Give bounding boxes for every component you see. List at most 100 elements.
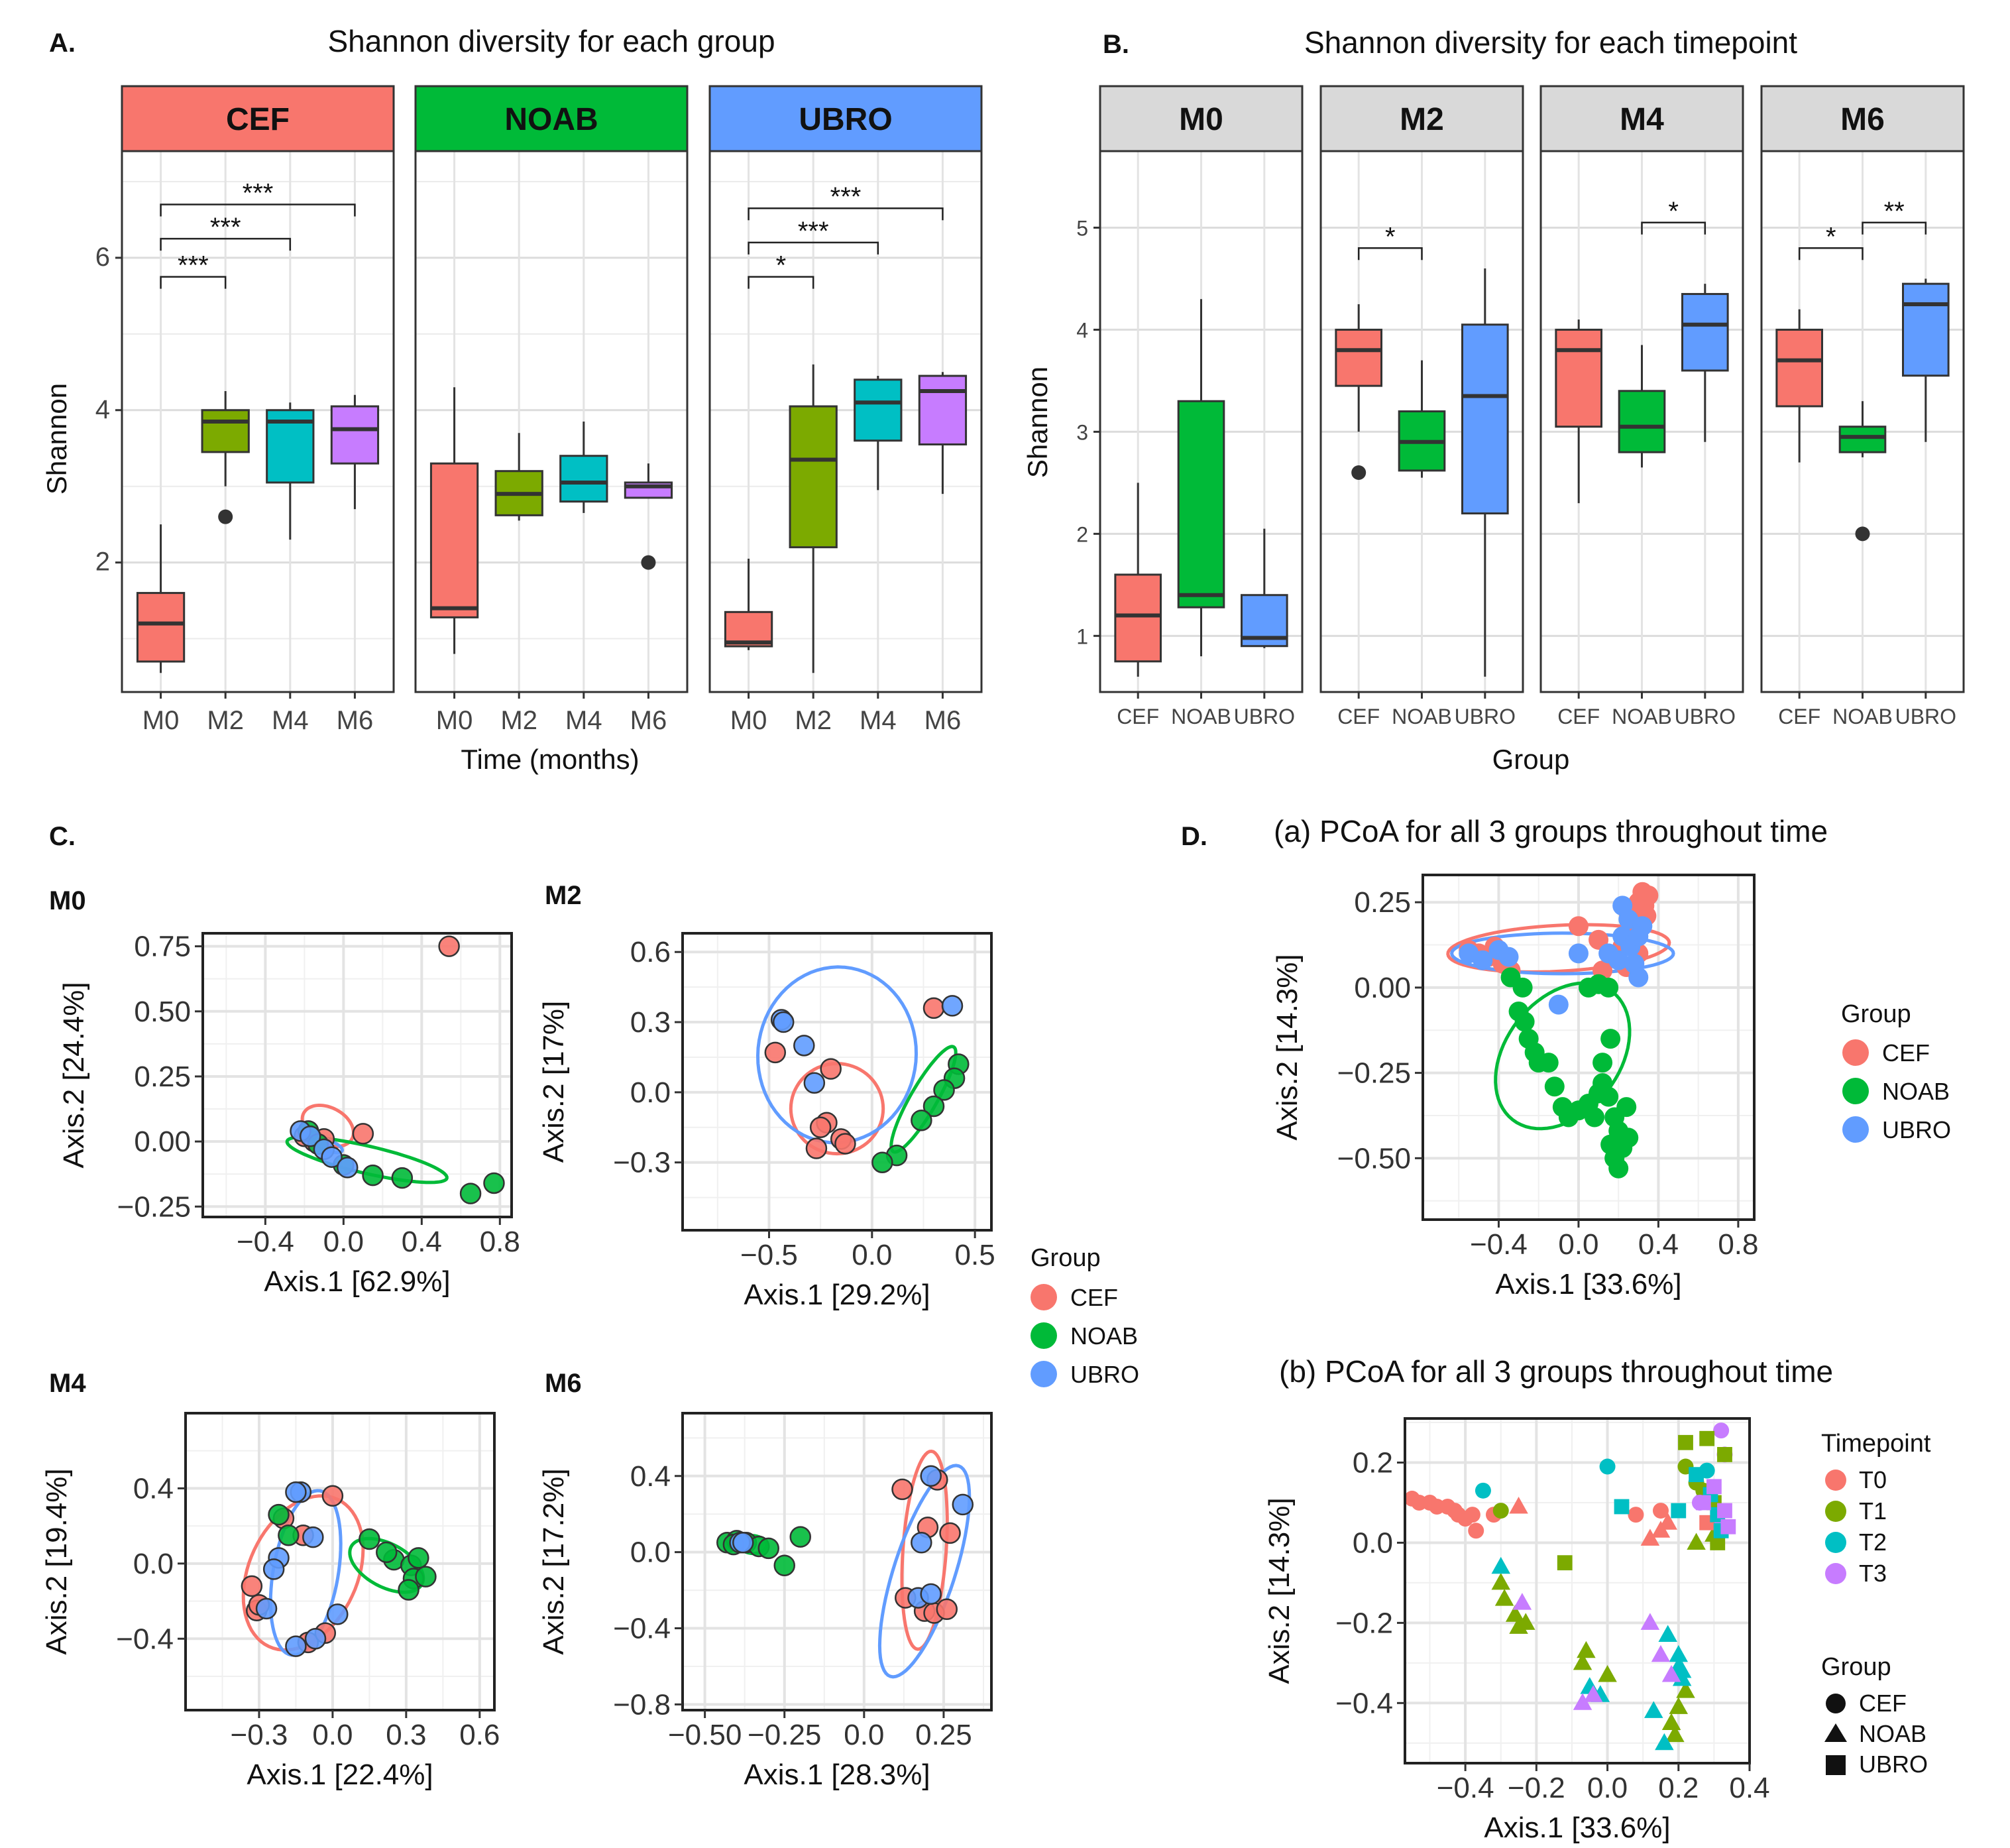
- point-noab: [1592, 1053, 1613, 1073]
- point-t1-noab: [1687, 1532, 1706, 1550]
- point-ubro: [1612, 895, 1633, 916]
- point-t3-ubro: [1706, 1479, 1722, 1495]
- panel-border: [1422, 874, 1756, 1221]
- point-t1-ubro: [1678, 1434, 1693, 1450]
- facet-B-M6: M6***CEF NOAB UBRO: [1760, 85, 1965, 728]
- box-body: [136, 592, 186, 663]
- strip-label-M2: M2: [1400, 102, 1444, 137]
- point-cef: [241, 1575, 263, 1597]
- box-UBRO-M2: [789, 364, 838, 673]
- panel-b-letter: B.: [1103, 30, 1129, 59]
- panel-border: [121, 150, 395, 693]
- legend-c-label-noab: NOAB: [1070, 1322, 1138, 1350]
- plot-content: [716, 1449, 974, 1679]
- panel-a-title: Shannon diversity for each group: [327, 24, 775, 58]
- point-t0-cef: [1628, 1507, 1644, 1523]
- box-CEF-M6: [330, 394, 380, 510]
- legend-c-key-cef: [1031, 1284, 1057, 1310]
- point-ubro: [285, 1481, 307, 1503]
- strip-label-M0: M0: [1179, 102, 1223, 137]
- y-tick-label: 0.50: [134, 996, 191, 1028]
- x-tick-label: M0: [436, 706, 473, 735]
- point-t3-ubro: [1720, 1519, 1736, 1534]
- box-NOAB-M6: [624, 463, 673, 570]
- y-tick-label: 0.3: [630, 1006, 671, 1039]
- point-noab: [1544, 1076, 1565, 1097]
- point-ubro: [1608, 950, 1629, 970]
- x-tick-label: M2: [795, 706, 832, 735]
- point-noab: [459, 1183, 482, 1204]
- y-tick-label: −0.25: [117, 1190, 191, 1223]
- box-M6-NOAB: [1838, 401, 1887, 542]
- point-ubro: [255, 1597, 278, 1620]
- facet-A-NOAB: NOAB M0 M2 M4 M6: [414, 85, 689, 735]
- y-tick-label: 0.0: [630, 1536, 671, 1569]
- legend-c: Group CEF NOAB UBRO: [1031, 1244, 1139, 1388]
- panel-border: [681, 1412, 993, 1711]
- point-noab: [757, 1537, 779, 1560]
- box-body: [918, 375, 968, 445]
- point-ubro: [285, 1635, 307, 1657]
- x-tick-label: M6: [630, 706, 667, 735]
- point-noab: [922, 1095, 945, 1118]
- x-axis-title: Axis.1 [33.6%]: [1495, 1268, 1681, 1300]
- x-tick-label: NOAB: [1832, 705, 1893, 728]
- y-tick-label: 0.0: [630, 1076, 671, 1109]
- legend-d-b-label-t1: T1: [1859, 1497, 1887, 1525]
- scatter-C-M4: −0.3 0.0 0.3 0.6 −0.4 0.0 0.4 Axis.1 [22.4%] Axi…: [40, 1369, 500, 1791]
- x-tick-label: 0.0: [1558, 1228, 1598, 1261]
- y-tick-label: 4: [1076, 318, 1088, 342]
- x-tick-label: M0: [142, 706, 180, 735]
- point-ubro: [920, 1583, 942, 1605]
- panel-border: [708, 150, 983, 693]
- x-tick-label: 0.25: [915, 1719, 972, 1751]
- y-tick-label: 0.75: [134, 931, 191, 963]
- legend-d-b-label-t3: T3: [1859, 1560, 1887, 1587]
- point-noab: [268, 1503, 290, 1526]
- box-M6-UBRO: [1902, 278, 1950, 442]
- point-ubro: [1473, 950, 1493, 970]
- x-tick-label: NOAB: [1612, 705, 1672, 728]
- point-cef: [1638, 885, 1659, 905]
- x-tick-label: M4: [565, 706, 602, 735]
- point-t3-noab: [1661, 1664, 1681, 1682]
- point-noab: [376, 1541, 398, 1564]
- point-ubro: [302, 1526, 324, 1548]
- point-cef: [922, 997, 945, 1019]
- y-tick-label: 0.25: [1354, 886, 1411, 919]
- point-noab: [1618, 1127, 1639, 1148]
- x-tick-label: CEF: [1117, 705, 1159, 728]
- point-noab: [871, 1151, 893, 1173]
- y-tick-label: 0.0: [133, 1548, 174, 1580]
- facet-title-M0: M0: [49, 886, 86, 915]
- y-tick-label: 0.4: [630, 1460, 671, 1493]
- panel-d-a-title: (a) PCoA for all 3 groups throughout tim…: [1274, 814, 1828, 848]
- box-body: [201, 409, 250, 453]
- point-cef: [321, 1485, 344, 1507]
- point-t2-noab: [1658, 1625, 1677, 1643]
- outlier-point: [218, 509, 233, 524]
- point-ubro: [732, 1532, 754, 1554]
- box-body: [1902, 282, 1950, 377]
- legend-c-title: Group: [1031, 1244, 1101, 1272]
- point-noab: [408, 1547, 429, 1569]
- point-cef: [809, 1116, 832, 1139]
- point-t3-noab: [1640, 1613, 1660, 1630]
- ellipse-UBRO: [877, 1464, 972, 1679]
- point-cef: [891, 1478, 913, 1501]
- sig-label: ***: [178, 251, 209, 280]
- panel-border: [201, 932, 513, 1218]
- legend-c-label-cef: CEF: [1070, 1284, 1118, 1311]
- x-axis-title: Axis.1 [29.2%]: [744, 1279, 930, 1311]
- x-tick-label: NOAB: [1171, 705, 1231, 728]
- legend-d-b-key-t3: [1825, 1563, 1846, 1584]
- point-noab: [933, 1079, 955, 1101]
- point-noab: [1514, 1011, 1535, 1032]
- x-tick-label: 0.2: [1658, 1772, 1699, 1804]
- box-M4-CEF: [1555, 319, 1602, 504]
- box-body: [1838, 426, 1887, 453]
- x-tick-label: NOAB: [1392, 705, 1452, 728]
- point-cef: [1589, 929, 1609, 950]
- point-ubro: [952, 1493, 974, 1516]
- box-UBRO-M6: [918, 372, 968, 494]
